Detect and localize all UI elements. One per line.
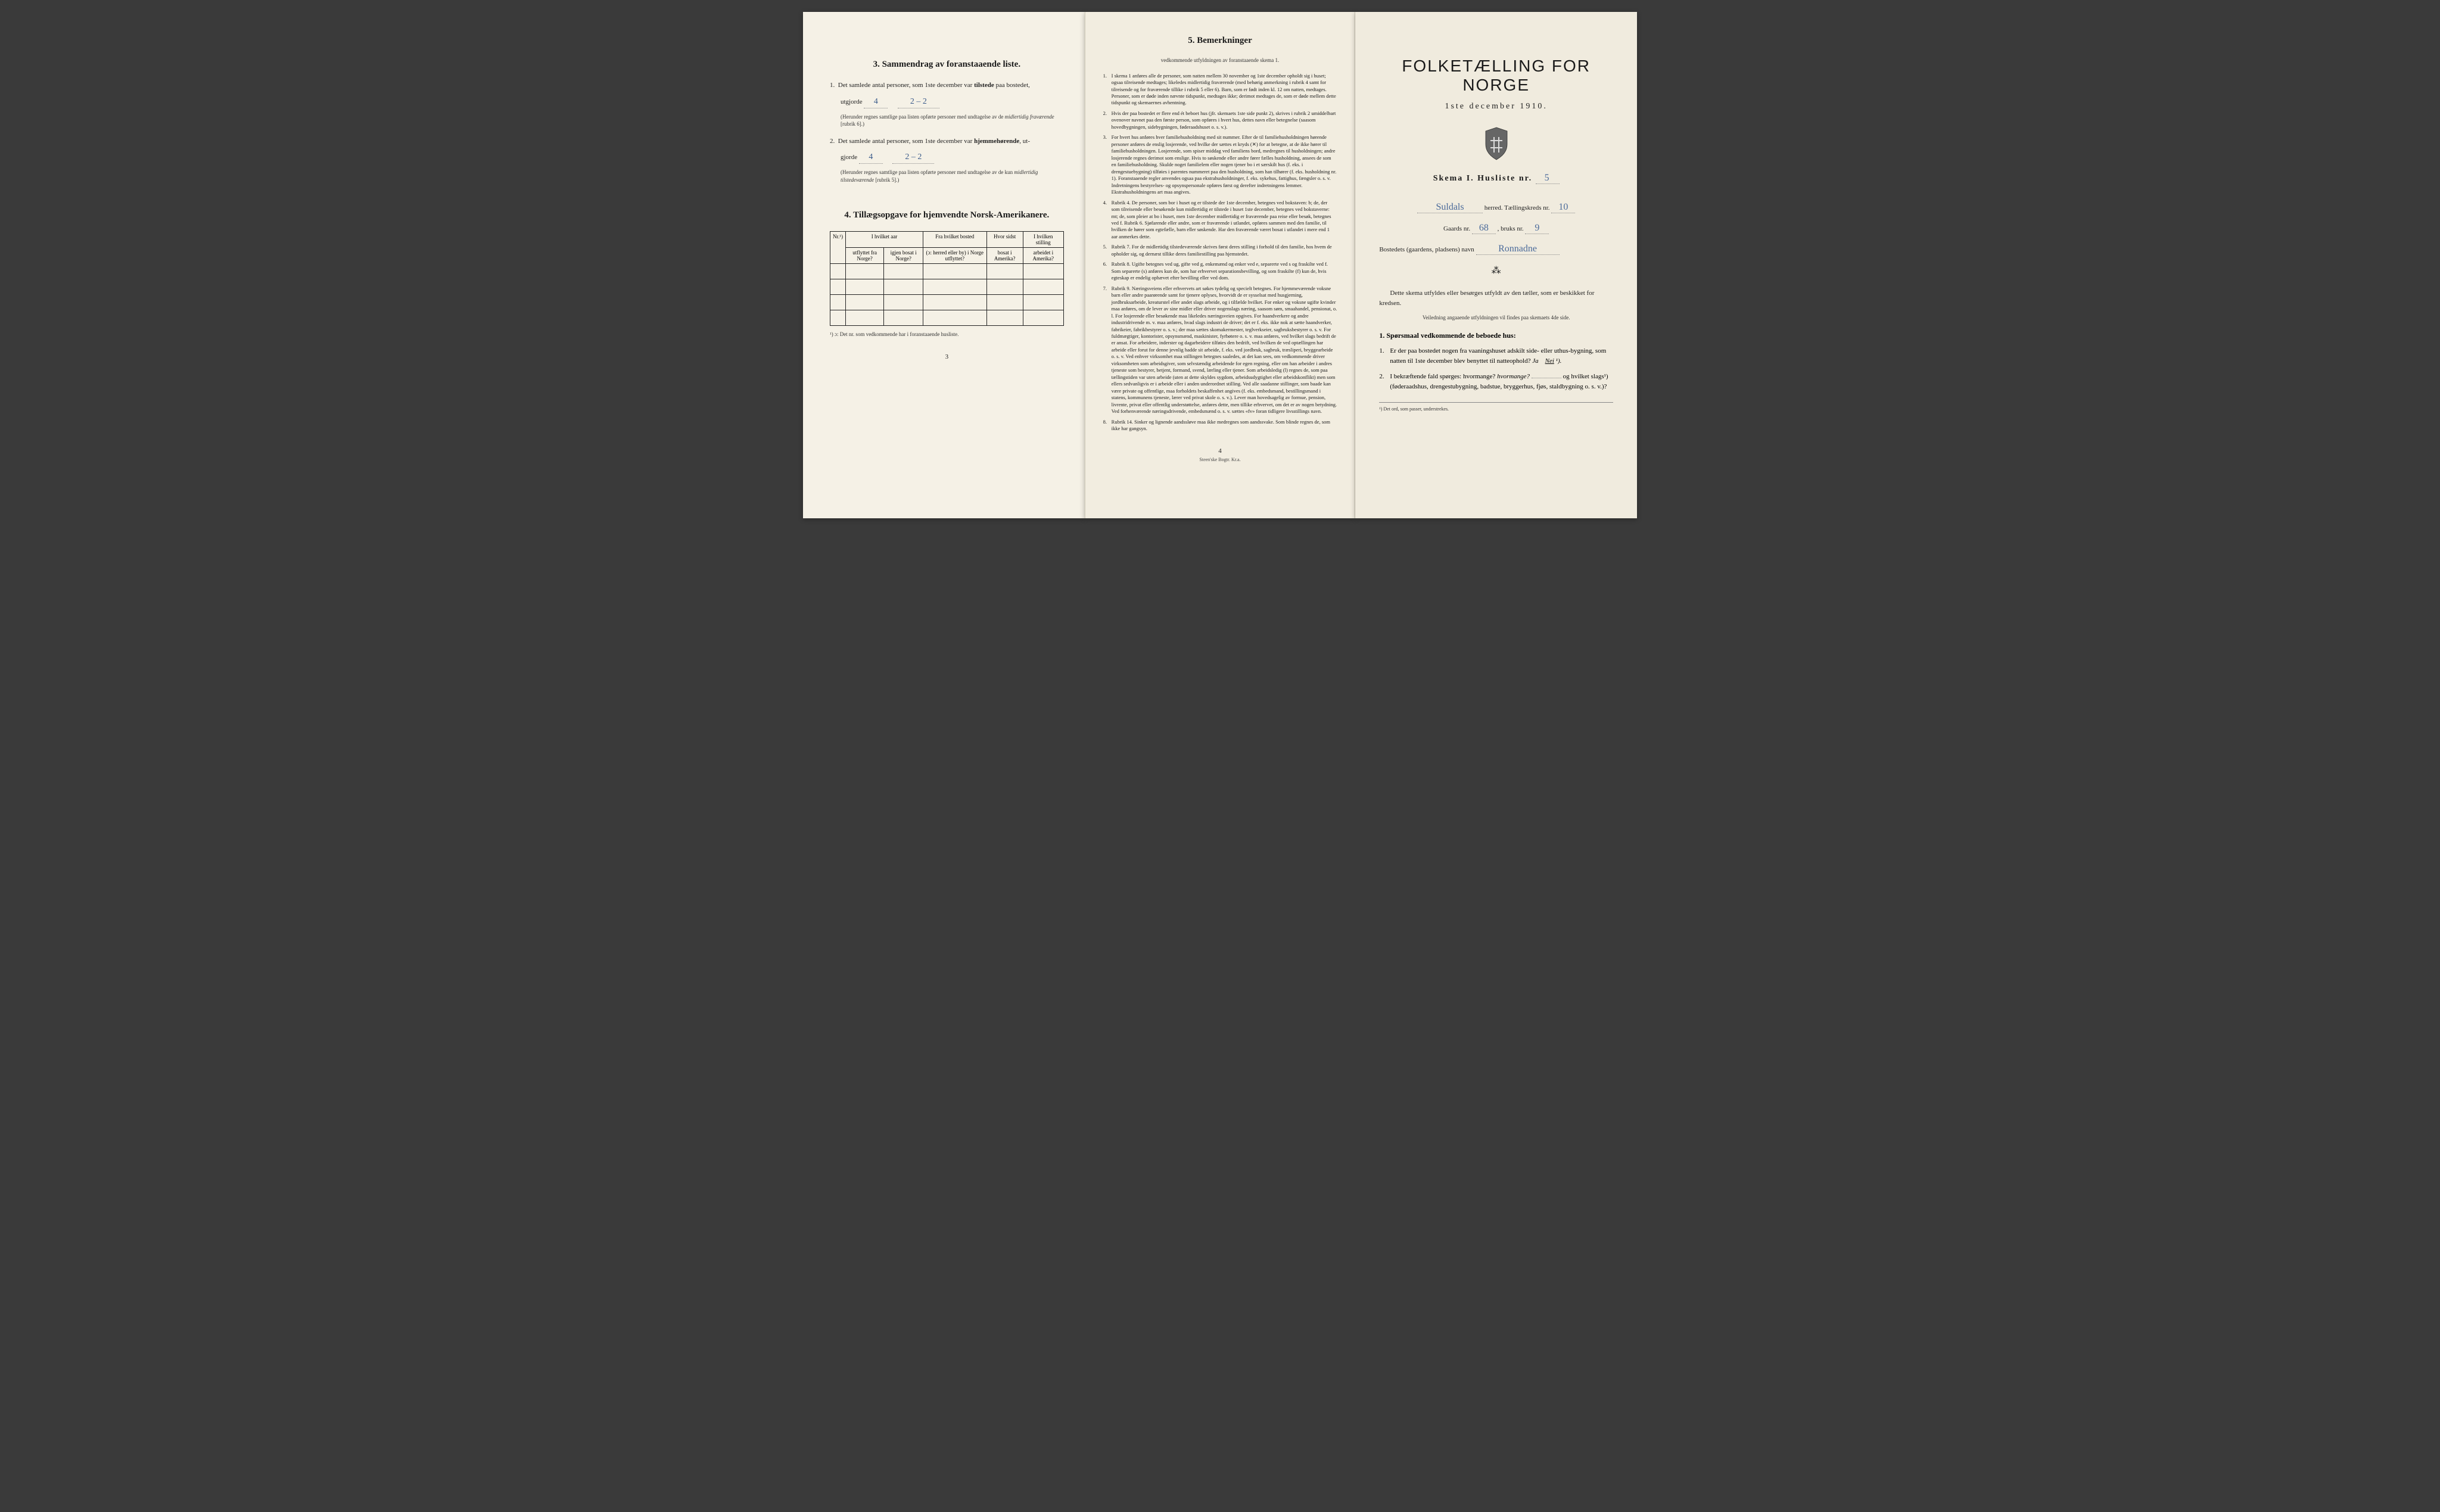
th-sidst-b: bosat i Amerika?: [986, 248, 1023, 264]
question-heading: 1. Spørsmaal vedkommende de beboede hus:: [1379, 331, 1613, 340]
printer-credit: Steen'ske Bogtr. Kr.a.: [1103, 457, 1337, 462]
body-text-2: Veiledning angaaende utfyldningen vil fi…: [1379, 315, 1613, 321]
field-val1a: 4: [864, 95, 888, 108]
section3-item2-line2: gjorde 4 2 – 2: [841, 151, 1064, 164]
remark-3-text: For hvert hus anføres hver familiehushol…: [1112, 134, 1337, 195]
section3-item2: 2. Det samlede antal personer, som 1ste …: [830, 136, 1064, 147]
n2c: [rubrik 5].): [874, 177, 899, 183]
question-1: 1. Er der paa bostedet nogen fra vaaning…: [1379, 346, 1613, 366]
document-spread: 3. Sammendrag av foranstaaende liste. 1.…: [803, 12, 1637, 518]
ans-nei: Nei: [1545, 357, 1554, 365]
field-bruks-nr: 9: [1525, 223, 1549, 234]
gjorde-label: gjorde: [841, 154, 857, 161]
gaards-row: Gaards nr. 68 , bruks nr. 9: [1379, 223, 1613, 234]
answer-1: Ja Nei ¹).: [1532, 357, 1561, 365]
remark-1: 1.I skema 1 anføres alle de personer, so…: [1103, 73, 1337, 107]
th-stilling-b: arbeidet i Amerika?: [1023, 248, 1063, 264]
bruks-label: , bruks nr.: [1498, 225, 1524, 232]
remark-4: 4.Rubrik 4. De personer, som bor i huset…: [1103, 200, 1337, 241]
remark-5: 5.Rubrik 7. For de midlertidig tilstedev…: [1103, 244, 1337, 257]
th-bosted-b: (ɔ: herred eller by) i Norge utflyttet?: [923, 248, 987, 264]
remark-5-text: Rubrik 7. For de midlertidig tilstedevær…: [1112, 244, 1337, 257]
right-footnote: ¹) Det ord, som passer, understrekes.: [1379, 406, 1613, 412]
n1b: midlertidig fraværende: [1005, 114, 1054, 120]
remark-8: 8.Rubrik 14. Sinker og lignende aandsslø…: [1103, 419, 1337, 433]
main-title: FOLKETÆLLING FOR NORGE: [1379, 57, 1613, 95]
crest-icon: [1482, 126, 1511, 161]
remarks-list: 1.I skema 1 anføres alle de personer, so…: [1103, 73, 1337, 433]
section3-heading: 3. Sammendrag av foranstaaende liste.: [830, 60, 1064, 70]
th-bosat: igjen bosat i Norge?: [884, 248, 923, 264]
body-text-1: Dette skema utfyldes eller besørges utfy…: [1379, 288, 1613, 309]
th-bosted-a: Fra hvilket bosted: [923, 232, 987, 248]
remark-7-text: Rubrik 9. Næringsveiens eller erhvervets…: [1112, 285, 1337, 415]
utgjorde-label: utgjorde: [841, 98, 863, 105]
remark-8-text: Rubrik 14. Sinker og lignende aandssløve…: [1112, 419, 1337, 433]
s3-i1-post: paa bostedet,: [994, 82, 1030, 89]
section3-note2: (Herunder regnes samtlige paa listen opf…: [841, 169, 1064, 183]
herred-label: herred. Tællingskreds nr.: [1484, 204, 1550, 211]
field-val2b: 2 – 2: [892, 151, 934, 164]
s3-i2-pre: Det samlede antal personer, som 1ste dec…: [838, 138, 974, 145]
herred-row: Suldals herred. Tællingskreds nr. 10: [1379, 202, 1613, 213]
section5-heading: 5. Bemerkninger: [1103, 36, 1337, 46]
skema-label: Skema I. Husliste nr.: [1433, 174, 1532, 183]
bosted-row: Bostedets (gaardens, pladsens) navn Ronn…: [1379, 244, 1613, 255]
page-3: 3. Sammendrag av foranstaaende liste. 1.…: [803, 12, 1085, 518]
question-2: 2. I bekræftende fald spørges: hvormange…: [1379, 372, 1613, 391]
field-herred: Suldals: [1417, 202, 1483, 213]
field-gaards-nr: 68: [1472, 223, 1496, 234]
th-sidst-a: Hvor sidst: [986, 232, 1023, 248]
n1a: (Herunder regnes samtlige paa listen opf…: [841, 114, 1005, 120]
remark-6-text: Rubrik 8. Ugifte betegnes ved ug, gifte …: [1112, 261, 1337, 281]
s3-i1-bold: tilstede: [974, 82, 994, 89]
page-number-4: 4: [1103, 447, 1337, 455]
q2-text-a: I bekræftende fald spørges: hvormange?: [1390, 373, 1497, 380]
gaards-label: Gaards nr.: [1443, 225, 1470, 232]
remark-4-text: Rubrik 4. De personer, som bor i huset o…: [1112, 200, 1337, 241]
ans-ja: Ja: [1532, 357, 1538, 365]
section4-heading: 4. Tillægsopgave for hjemvendte Norsk-Am…: [830, 210, 1064, 220]
section3-note1: (Herunder regnes samtlige paa listen opf…: [841, 113, 1064, 128]
page-number-3: 3: [830, 353, 1064, 360]
section5-sub: vedkommende utfyldningen av foranstaaend…: [1103, 57, 1337, 64]
th-stilling-a: I hvilken stilling: [1023, 232, 1063, 248]
page-4: 5. Bemerkninger vedkommende utfyldningen…: [1085, 12, 1356, 518]
section3-item1: 1. Det samlede antal personer, som 1ste …: [830, 80, 1064, 91]
table-row: [830, 310, 1064, 326]
skema-line: Skema I. Husliste nr. 5: [1379, 173, 1613, 184]
section3-item1-line2: utgjorde 4 2 – 2: [841, 95, 1064, 108]
field-kreds-nr: 10: [1551, 202, 1575, 213]
field-val1b: 2 – 2: [898, 95, 939, 108]
n2a: (Herunder regnes samtlige paa listen opf…: [841, 169, 1014, 175]
page-cover: FOLKETÆLLING FOR NORGE 1ste december 191…: [1355, 12, 1637, 518]
table-row: [830, 279, 1064, 295]
field-bosted: Ronnadne: [1476, 244, 1560, 255]
table-row: [830, 264, 1064, 279]
th-aar: I hvilket aar: [845, 232, 923, 248]
s3-i1-pre: Det samlede antal personer, som 1ste dec…: [838, 82, 974, 89]
divider: [1379, 402, 1613, 403]
th-utflyttet: utflyttet fra Norge?: [845, 248, 883, 264]
ans-sup: ¹).: [1554, 357, 1561, 365]
field-val2a: 4: [859, 151, 883, 164]
ornament-icon: ⁂: [1379, 265, 1613, 276]
n1c: [rubrik 6].): [841, 121, 864, 127]
s3-i2-post: , ut-: [1019, 138, 1030, 145]
remark-1-text: I skema 1 anføres alle de personer, som …: [1112, 73, 1337, 107]
field-husliste-nr: 5: [1536, 173, 1560, 184]
q1-text: Er der paa bostedet nogen fra vaaningshu…: [1390, 347, 1606, 365]
table-row: [830, 295, 1064, 310]
bosted-label: Bostedets (gaardens, pladsens) navn: [1379, 246, 1474, 253]
table-amerikanere: Nr.¹) I hvilket aar Fra hvilket bosted H…: [830, 231, 1064, 326]
remark-6: 6.Rubrik 8. Ugifte betegnes ved ug, gift…: [1103, 261, 1337, 281]
remark-7: 7.Rubrik 9. Næringsveiens eller erhverve…: [1103, 285, 1337, 415]
main-subtitle: 1ste december 1910.: [1379, 102, 1613, 111]
remark-3: 3.For hvert hus anføres hver familiehush…: [1103, 134, 1337, 195]
th-nr: Nr.¹): [830, 232, 846, 264]
remark-2-text: Hvis der paa bostedet er flere end ét be…: [1112, 110, 1337, 130]
remark-2: 2.Hvis der paa bostedet er flere end ét …: [1103, 110, 1337, 130]
table4-footnote: ¹) ɔ: Det nr. som vedkommende har i fora…: [830, 331, 1064, 338]
s3-i2-bold: hjemmehørende: [974, 138, 1019, 145]
